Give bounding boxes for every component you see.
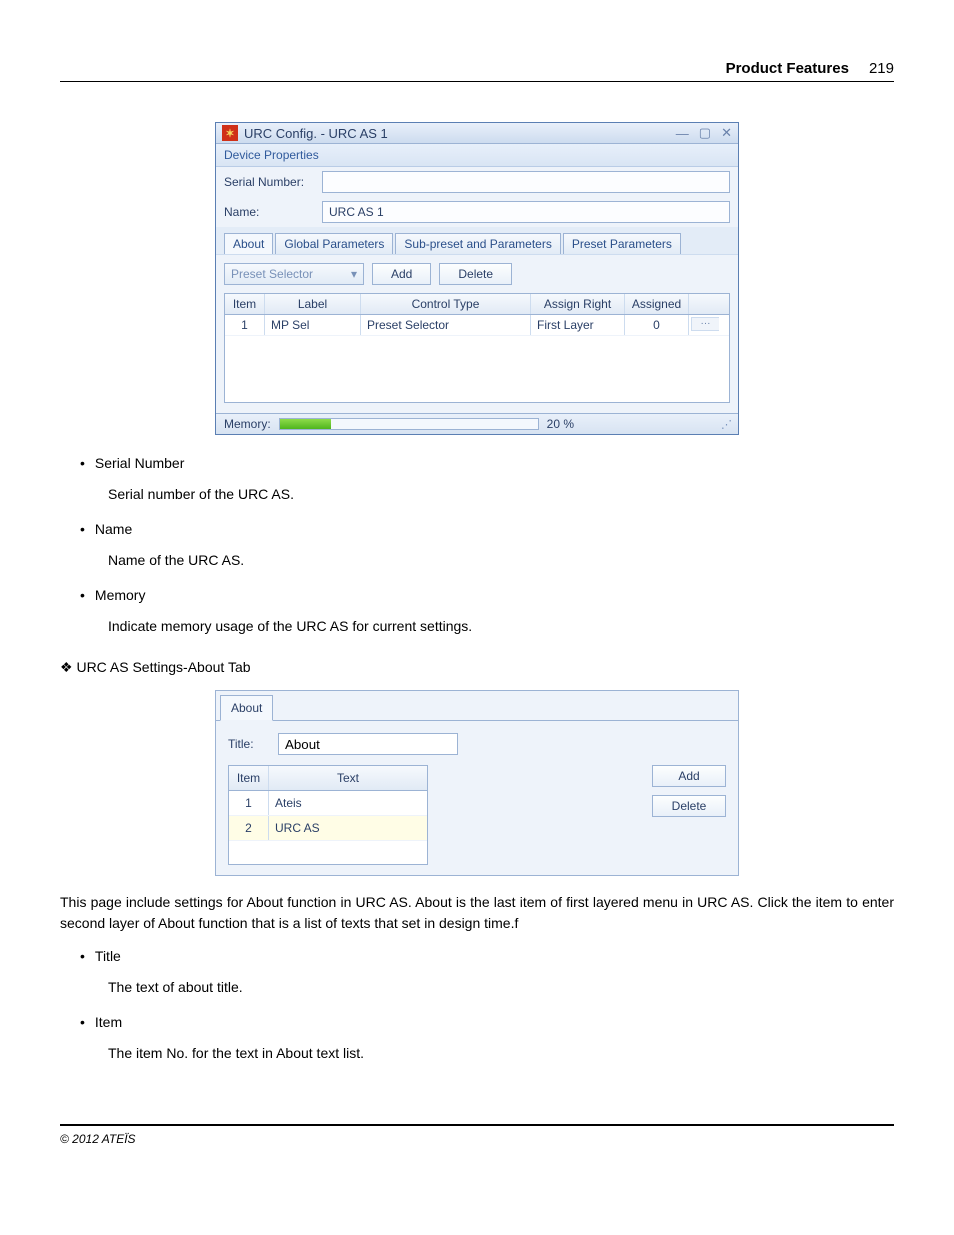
table-row[interactable]: 1 MP Sel Preset Selector First Layer 0 ·… <box>225 315 729 336</box>
cell-control-type: Preset Selector <box>361 315 531 335</box>
title-input[interactable] <box>278 733 458 755</box>
heading-about-tab: URC AS Settings-About Tab <box>60 657 894 678</box>
col-header-assign-right[interactable]: Assign Right <box>531 294 625 314</box>
desc-title: The text of about title. <box>108 977 894 998</box>
col-header-label[interactable]: Label <box>265 294 361 314</box>
name-label: Name: <box>224 205 314 219</box>
cell-assign-right: First Layer <box>531 315 625 335</box>
preset-selector-dropdown[interactable]: Preset Selector ▾ <box>224 263 364 285</box>
maximize-icon[interactable]: ▢ <box>699 125 711 141</box>
window-titlebar: ✶ URC Config. - URC AS 1 — ▢ ✕ <box>216 123 738 144</box>
bullet-name: Name <box>80 519 894 540</box>
page-header: Product Features 219 <box>60 60 894 82</box>
close-icon[interactable]: ✕ <box>721 125 732 141</box>
paragraph-about: This page include settings for About fun… <box>60 892 894 934</box>
more-button[interactable]: ··· <box>691 317 719 331</box>
about-delete-button[interactable]: Delete <box>652 795 726 817</box>
bullet-serial-number: Serial Number <box>80 453 894 474</box>
memory-percent: 20 % <box>547 417 574 431</box>
cell-item: 1 <box>225 315 265 335</box>
cell-label: MP Sel <box>265 315 361 335</box>
table-row[interactable]: 1 Ateis <box>229 791 427 816</box>
window-title: URC Config. - URC AS 1 <box>244 126 388 141</box>
app-icon: ✶ <box>222 125 238 141</box>
cell-assigned: 0 <box>625 315 689 335</box>
title-label: Title: <box>228 735 268 753</box>
serial-number-label: Serial Number: <box>224 175 314 189</box>
desc-memory: Indicate memory usage of the URC AS for … <box>108 616 894 637</box>
cell-item-2: 2 <box>229 816 269 840</box>
chevron-down-icon: ▾ <box>351 267 357 281</box>
urc-config-window: ✶ URC Config. - URC AS 1 — ▢ ✕ Device Pr… <box>215 122 739 435</box>
header-page-number: 219 <box>869 60 894 77</box>
parameters-grid: Item Label Control Type Assign Right Ass… <box>224 293 730 403</box>
tab-global-parameters[interactable]: Global Parameters <box>275 233 393 254</box>
device-properties-label: Device Properties <box>216 144 738 167</box>
delete-button[interactable]: Delete <box>439 263 512 285</box>
col-header-control-type[interactable]: Control Type <box>361 294 531 314</box>
desc-name: Name of the URC AS. <box>108 550 894 571</box>
tab-preset-parameters[interactable]: Preset Parameters <box>563 233 681 254</box>
add-button[interactable]: Add <box>372 263 431 285</box>
tab-about[interactable]: About <box>224 233 273 254</box>
col-header-item-2[interactable]: Item <box>229 766 269 790</box>
dropdown-label: Preset Selector <box>231 267 313 281</box>
bullet-title: Title <box>80 946 894 967</box>
tabs-row: About Global Parameters Sub-preset and P… <box>216 227 738 254</box>
bullet-item: Item <box>80 1012 894 1033</box>
desc-serial-number: Serial number of the URC AS. <box>108 484 894 505</box>
bullet-memory: Memory <box>80 585 894 606</box>
tab-about-2[interactable]: About <box>220 695 273 721</box>
col-header-text[interactable]: Text <box>269 766 427 790</box>
col-header-assigned[interactable]: Assigned <box>625 294 689 314</box>
copyright: © 2012 ATEÏS <box>60 1132 136 1146</box>
name-input[interactable] <box>322 201 730 223</box>
memory-label: Memory: <box>224 417 271 431</box>
tab-sub-preset[interactable]: Sub-preset and Parameters <box>395 233 560 254</box>
memory-progress <box>279 418 539 430</box>
minimize-icon[interactable]: — <box>676 126 689 141</box>
about-add-button[interactable]: Add <box>652 765 726 787</box>
serial-number-input[interactable] <box>322 171 730 193</box>
header-title: Product Features <box>726 60 849 77</box>
about-tab-window: About Title: Item Text 1 Ateis <box>215 690 739 876</box>
cell-text-2: URC AS <box>269 816 427 840</box>
cell-text-1: Ateis <box>269 791 427 815</box>
about-grid: Item Text 1 Ateis 2 URC AS <box>228 765 428 865</box>
page-footer: © 2012 ATEÏS <box>60 1124 894 1146</box>
memory-progress-fill <box>280 419 332 429</box>
document-body: Serial Number Serial number of the URC A… <box>60 453 894 1064</box>
col-header-item[interactable]: Item <box>225 294 265 314</box>
col-header-spacer <box>689 294 729 314</box>
resize-grip-icon[interactable]: ⋰ <box>721 418 730 431</box>
status-bar: Memory: 20 % ⋰ <box>216 413 738 434</box>
table-row[interactable]: 2 URC AS <box>229 816 427 841</box>
cell-item-1: 1 <box>229 791 269 815</box>
desc-item: The item No. for the text in About text … <box>108 1043 894 1064</box>
